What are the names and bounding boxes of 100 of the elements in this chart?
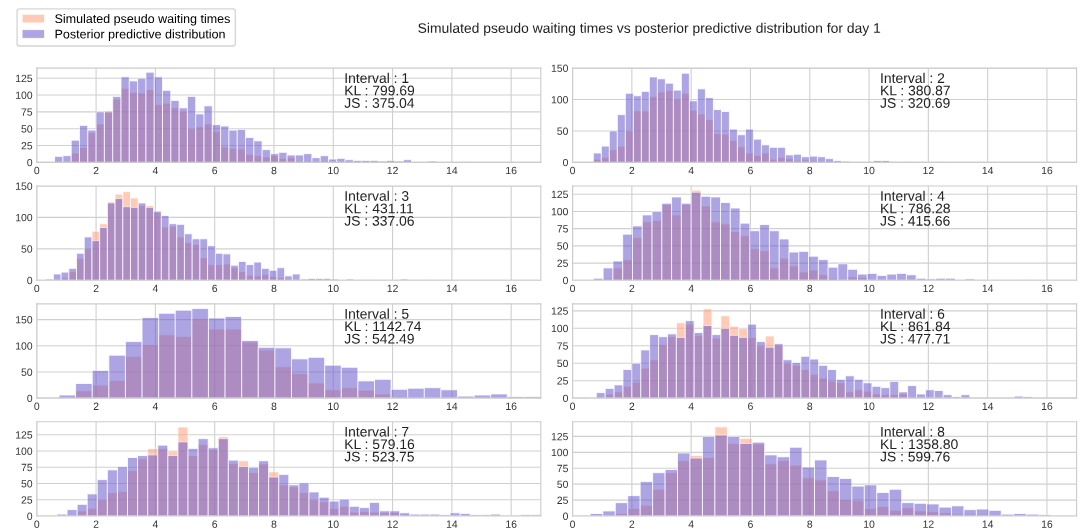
x-tick-label: 4 [688,166,694,175]
x-tick-label: 12 [923,284,934,292]
x-tick-label: 8 [271,520,277,528]
x-tick-label: 4 [152,520,158,528]
y-tick-label: 0 [27,276,33,285]
y-tick-label: 50 [557,359,568,368]
y-tick-label: 0 [563,276,568,285]
y-tick-label: 125 [16,431,33,439]
x-tick-label: 16 [1041,284,1053,293]
y-tick-label: 150 [551,64,568,72]
x-tick-label: 10 [864,284,875,293]
x-tick-label: 12 [923,402,934,410]
annotation: Interval : 7 KL : 579.16 JS : 523.75 [344,426,415,462]
y-tick-label: 25 [21,142,33,150]
y-tick-label: 0 [27,158,33,167]
y-tick-label: 50 [557,242,568,250]
x-tick-label: 8 [807,166,813,175]
x-tick-label: 10 [864,166,875,175]
x-tick-label: 8 [807,284,813,293]
y-tick-label: 125 [551,307,568,315]
x-tick-label: 14 [446,520,458,528]
x-tick-label: 2 [93,520,99,528]
y-tick-label: 75 [557,225,568,233]
annotation: Interval : 5 KL : 1142.74 JS : 542.49 [344,308,422,344]
x-tick-label: 2 [93,284,99,292]
x-tick-label: 4 [688,402,694,410]
y-tick-label: 50 [21,125,33,133]
y-tick-label: 0 [27,512,33,520]
x-tick-label: 6 [212,166,218,175]
x-tick-label: 0 [570,284,576,293]
x-tick-label: 12 [387,520,398,528]
y-tick-label: 0 [27,394,33,403]
x-tick-label: 14 [982,284,994,292]
y-tick-label: 25 [21,496,33,504]
x-tick-label: 16 [506,402,517,410]
y-tick-label: 50 [21,480,33,488]
y-tick-label: 100 [551,207,568,216]
y-tick-label: 75 [557,464,568,473]
x-tick-label: 4 [152,402,158,410]
x-tick-label: 2 [93,166,99,175]
y-tick-label: 25 [557,259,568,267]
x-tick-label: 2 [629,402,635,410]
x-tick-label: 2 [93,402,99,410]
annotation: Interval : 6 KL : 861.84 JS : 477.71 [880,308,951,344]
x-tick-label: 14 [982,166,994,175]
x-tick-label: 8 [271,166,277,175]
x-tick-label: 8 [807,402,813,410]
legend-label: Simulated pseudo waiting times [55,13,230,26]
x-tick-label: 14 [446,284,458,292]
x-tick-label: 10 [328,284,339,293]
x-tick-label: 2 [629,284,635,292]
y-tick-label: 125 [551,432,568,441]
x-tick-label: 10 [328,402,339,410]
x-tick-label: 4 [152,166,158,175]
y-tick-label: 100 [16,91,33,99]
x-tick-label: 6 [212,402,218,410]
x-tick-label: 12 [923,166,934,175]
x-tick-label: 16 [1041,402,1053,410]
x-tick-label: 0 [34,284,40,293]
y-tick-label: 25 [557,377,568,385]
y-tick-label: 75 [21,463,33,472]
x-tick-label: 6 [748,520,753,528]
y-tick-label: 100 [16,342,33,350]
y-tick-label: 100 [551,448,568,457]
x-tick-label: 16 [506,166,517,175]
x-tick-label: 8 [271,284,277,293]
y-tick-label: 100 [551,96,568,104]
y-tick-label: 0 [563,512,568,520]
x-tick-label: 10 [328,166,339,175]
y-tick-label: 125 [551,190,568,199]
x-tick-label: 16 [1041,166,1053,175]
x-tick-label: 14 [982,520,994,528]
y-tick-label: 50 [21,368,33,376]
annotation: Interval : 2 KL : 380.87 JS : 320.69 [880,72,950,108]
x-tick-label: 4 [152,284,158,292]
y-tick-label: 100 [16,213,33,222]
x-tick-label: 16 [506,520,517,528]
x-tick-label: 8 [271,402,277,410]
y-tick-label: 75 [557,342,568,350]
x-tick-label: 0 [34,520,40,528]
x-tick-label: 4 [688,284,694,292]
y-tick-label: 150 [16,182,33,190]
annotation: Interval : 4 KL : 786.28 JS : 415.66 [880,190,950,226]
legend-label: Posterior predictive distribution [55,29,225,41]
x-tick-label: 0 [570,166,576,175]
x-tick-label: 12 [387,166,398,175]
x-tick-label: 12 [387,284,398,292]
y-tick-label: 50 [21,245,33,253]
y-tick-label: 100 [551,324,568,333]
y-tick-label: 0 [563,394,568,403]
x-tick-label: 12 [923,520,934,528]
x-tick-label: 10 [864,402,875,410]
x-tick-label: 2 [629,166,635,175]
x-tick-label: 14 [982,402,994,410]
y-tick-label: 25 [557,496,568,504]
x-tick-label: 0 [570,520,576,528]
x-tick-label: 6 [212,520,218,528]
x-tick-label: 0 [34,166,40,175]
x-tick-label: 0 [570,402,576,410]
x-tick-label: 8 [807,520,813,528]
